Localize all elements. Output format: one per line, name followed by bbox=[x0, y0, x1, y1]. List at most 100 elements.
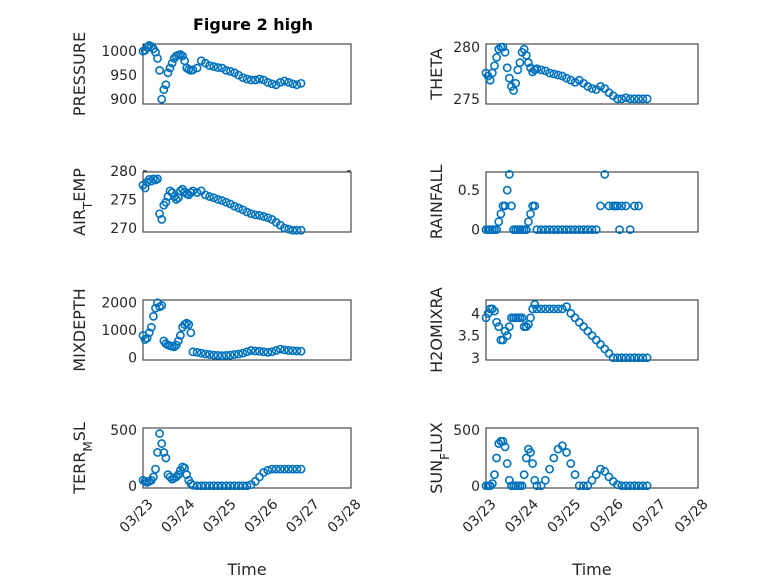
data-point bbox=[492, 53, 501, 62]
data-point bbox=[521, 453, 531, 463]
data-point bbox=[587, 84, 597, 93]
data-point bbox=[613, 480, 622, 490]
data-point bbox=[596, 464, 605, 474]
data-point bbox=[487, 304, 497, 314]
data-point bbox=[196, 348, 206, 358]
subplot-4: 0 0.5 RAINFALL bbox=[427, 165, 699, 239]
data-point bbox=[502, 331, 512, 340]
data-point bbox=[165, 472, 175, 482]
y-axis-label: PRESSURE bbox=[70, 32, 89, 116]
data-point bbox=[238, 481, 248, 491]
data-point bbox=[155, 66, 165, 75]
data-point bbox=[188, 65, 198, 75]
data-point bbox=[596, 82, 605, 91]
data-point bbox=[192, 481, 202, 491]
y-tick-label: 1000 bbox=[101, 323, 137, 339]
data-point bbox=[562, 225, 571, 235]
data-point bbox=[178, 51, 187, 61]
data-point bbox=[502, 185, 512, 195]
data-point bbox=[153, 174, 162, 184]
data-point bbox=[213, 195, 223, 204]
data-point bbox=[200, 481, 210, 491]
data-point bbox=[242, 347, 252, 357]
data-point bbox=[213, 63, 223, 72]
data-point bbox=[530, 475, 540, 485]
data-point bbox=[200, 349, 210, 359]
data-point bbox=[515, 58, 525, 68]
data-point bbox=[225, 481, 235, 491]
data-point bbox=[600, 466, 610, 476]
data-point bbox=[186, 188, 196, 197]
data-point bbox=[504, 73, 514, 83]
data-point bbox=[638, 353, 648, 363]
data-point bbox=[292, 225, 302, 235]
data-point bbox=[292, 464, 302, 474]
data-point bbox=[545, 225, 554, 235]
data-point bbox=[553, 304, 563, 314]
data-point bbox=[536, 481, 546, 491]
data-point bbox=[490, 306, 499, 316]
data-point bbox=[157, 301, 167, 310]
x-tick-label: 03/26 bbox=[242, 496, 282, 536]
data-point bbox=[167, 58, 177, 68]
data-point bbox=[492, 225, 501, 235]
data-point bbox=[490, 470, 499, 480]
subplot-1: 900 950 1000 PRESSURE bbox=[70, 32, 352, 116]
data-point bbox=[536, 65, 546, 75]
data-point bbox=[634, 94, 644, 104]
data-point bbox=[148, 311, 158, 321]
data-point bbox=[540, 475, 550, 485]
data-point bbox=[574, 225, 584, 235]
data-point bbox=[570, 77, 580, 87]
data-point bbox=[528, 459, 538, 468]
data-point bbox=[519, 470, 529, 480]
data-point bbox=[540, 225, 550, 235]
x-tick-label: 03/28 bbox=[325, 496, 365, 536]
data-point bbox=[604, 201, 614, 211]
x-tick-label: 03/23 bbox=[460, 496, 500, 536]
data-point bbox=[642, 94, 652, 104]
data-point bbox=[230, 481, 239, 491]
axes-frame bbox=[485, 171, 699, 233]
data-point bbox=[587, 225, 597, 235]
data-point bbox=[288, 464, 298, 474]
data-point bbox=[142, 333, 152, 343]
data-point bbox=[621, 201, 631, 211]
data-point bbox=[221, 481, 231, 491]
data-point bbox=[504, 169, 514, 179]
data-point bbox=[296, 78, 306, 88]
data-point bbox=[263, 465, 273, 475]
data-point bbox=[140, 183, 150, 193]
data-point bbox=[225, 350, 235, 360]
data-point bbox=[205, 481, 214, 491]
data-point bbox=[292, 80, 302, 90]
data-point bbox=[621, 481, 631, 491]
subplot-6: 3 3.5 4 H2OMIXRA bbox=[427, 287, 699, 373]
y-tick-label: 900 bbox=[110, 92, 137, 108]
data-point bbox=[642, 481, 652, 491]
y-axis-label: SUNFLUX bbox=[427, 422, 452, 494]
data-point bbox=[242, 481, 252, 491]
data-point bbox=[151, 464, 160, 474]
data-point bbox=[621, 353, 631, 363]
y-tick-label: 500 bbox=[110, 423, 137, 439]
data-point bbox=[621, 93, 631, 103]
data-point bbox=[498, 436, 508, 446]
y-tick-label: 270 bbox=[110, 221, 137, 237]
y-axis-label: H2OMIXRA bbox=[427, 287, 446, 373]
data-point bbox=[566, 225, 576, 235]
data-point bbox=[526, 313, 535, 323]
data-point bbox=[161, 453, 171, 463]
data-point bbox=[630, 94, 639, 104]
data-point bbox=[165, 63, 175, 73]
data-point bbox=[608, 353, 618, 363]
data-point bbox=[267, 347, 277, 357]
data-point bbox=[146, 322, 156, 332]
data-point bbox=[284, 464, 293, 474]
data-point bbox=[498, 42, 508, 52]
data-point bbox=[259, 347, 269, 357]
data-point bbox=[494, 217, 504, 227]
data-point bbox=[161, 197, 171, 207]
data-point bbox=[557, 441, 567, 451]
data-point bbox=[284, 78, 293, 87]
